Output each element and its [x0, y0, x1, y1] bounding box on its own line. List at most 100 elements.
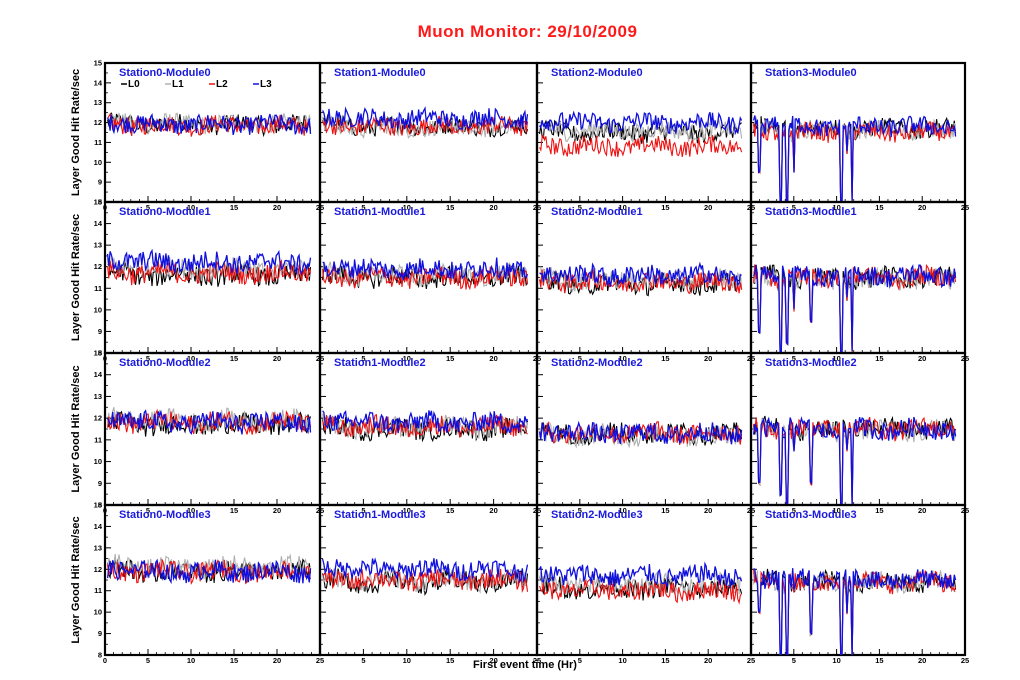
- x-tick-label: 15: [446, 656, 454, 665]
- series-line-l3: [321, 557, 529, 584]
- y-tick-label: 11: [94, 138, 102, 147]
- series-line-l2: [322, 266, 529, 291]
- y-tick-label: 11: [94, 586, 102, 595]
- y-tick-label: 8: [98, 349, 102, 358]
- x-tick-label: 15: [875, 203, 883, 212]
- y-tick-label: 11: [94, 284, 102, 293]
- y-tick-label: 13: [94, 98, 102, 107]
- y-tick-label: 14: [94, 370, 103, 379]
- x-tick-label: 25: [533, 656, 541, 665]
- x-tick-label: 10: [618, 656, 626, 665]
- legend-label-l1: L1: [172, 79, 184, 90]
- x-tick-label: 10: [403, 656, 411, 665]
- y-tick-label: 8: [98, 198, 102, 207]
- series-line-l3: [539, 261, 742, 287]
- x-tick-label: 20: [489, 354, 497, 363]
- x-tick-label: 25: [961, 656, 969, 665]
- y-axis-label: Layer Good Hit Rate/sec: [70, 214, 82, 341]
- panel-title: Station3-Module0: [765, 67, 857, 79]
- x-tick-label: 10: [832, 354, 840, 363]
- series-line-l0: [539, 270, 743, 297]
- y-axis-label: Layer Good Hit Rate/sec: [70, 365, 82, 492]
- legend: L0 L1 L2 L3: [121, 79, 272, 90]
- y-tick-label: 15: [94, 349, 102, 358]
- x-tick-label: 5: [578, 203, 582, 212]
- x-tick-label: 15: [661, 354, 669, 363]
- x-tick-label: 5: [792, 656, 796, 665]
- panel-station1-module3: 5 10 15 20 25 Station1-Module3: [318, 503, 541, 665]
- x-tick-label: 5: [361, 506, 365, 515]
- panel-title: Station2-Module3: [551, 509, 643, 521]
- panel-title: Station1-Module2: [334, 357, 426, 369]
- panel-title: Station0-Module3: [119, 509, 211, 521]
- x-tick-label: 20: [918, 656, 926, 665]
- y-tick-label: 9: [98, 178, 102, 187]
- x-tick-label: 15: [661, 506, 669, 515]
- panel-title: Station2-Module2: [551, 357, 643, 369]
- panel-station2-module3: 5 10 15 20 25 Station2-Module3: [535, 503, 755, 665]
- x-tick-label: 10: [187, 656, 195, 665]
- x-tick-label: 25: [316, 656, 324, 665]
- series-line-l1: [107, 553, 312, 580]
- x-tick-label: 5: [361, 354, 365, 363]
- y-tick-label: 13: [94, 543, 102, 552]
- x-tick-label: 15: [446, 506, 454, 515]
- y-tick-label: 14: [94, 219, 103, 228]
- x-tick-label: 10: [403, 354, 411, 363]
- x-tick-label: 10: [187, 203, 195, 212]
- x-tick-label: 15: [661, 203, 669, 212]
- y-tick-label: 12: [94, 414, 102, 423]
- series-line-l3: [322, 106, 529, 131]
- x-axis-label: First event time (Hr): [473, 659, 577, 671]
- panel-station0-module3: 0 5 10 15 20 25 8 9 10 11 12 13 14 15 Station0-Module3: [94, 501, 325, 666]
- y-tick-label: 9: [98, 629, 102, 638]
- y-tick-label: 8: [98, 501, 102, 510]
- panel-station3-module3: 5 10 15 20 25 Station3-Module3: [749, 503, 969, 665]
- x-tick-label: 20: [704, 203, 712, 212]
- y-tick-label: 14: [94, 522, 103, 531]
- series-line-l0: [539, 119, 742, 144]
- x-tick-label: 10: [832, 506, 840, 515]
- series-line-l2: [539, 267, 743, 295]
- x-tick-label: 10: [832, 203, 840, 212]
- y-axis-label: Layer Good Hit Rate/sec: [70, 69, 82, 196]
- series-line-l2: [539, 577, 743, 605]
- x-tick-label: 20: [918, 354, 926, 363]
- x-tick-label: 5: [578, 656, 582, 665]
- x-tick-label: 5: [578, 354, 582, 363]
- x-tick-label: 15: [446, 203, 454, 212]
- x-tick-label: 20: [273, 203, 281, 212]
- y-tick-label: 12: [94, 262, 102, 271]
- x-tick-label: 10: [403, 506, 411, 515]
- x-tick-label: 5: [578, 506, 582, 515]
- x-tick-label: 10: [187, 354, 195, 363]
- y-tick-label: 13: [94, 392, 102, 401]
- series-line-l3: [538, 420, 743, 445]
- panel-frame: [103, 503, 322, 657]
- x-tick-label: 15: [875, 354, 883, 363]
- x-tick-label: 20: [273, 506, 281, 515]
- y-tick-label: 12: [94, 565, 102, 574]
- chart-title: Muon Monitor: 29/10/2009: [417, 22, 638, 41]
- y-tick-label: 10: [94, 158, 102, 167]
- series-line-l3: [538, 561, 743, 589]
- series-line-l2: [322, 115, 529, 136]
- y-tick-label: 14: [94, 78, 103, 87]
- x-tick-label: 20: [918, 506, 926, 515]
- y-tick-label: 8: [98, 651, 102, 660]
- panel-frame: [535, 351, 753, 507]
- y-tick-label: 11: [94, 435, 102, 444]
- y-tick-label: 15: [94, 198, 102, 207]
- x-tick-label: 10: [403, 203, 411, 212]
- panel-title: Station3-Module2: [765, 357, 857, 369]
- x-tick-label: 5: [792, 203, 796, 212]
- panel-title: Station1-Module3: [334, 509, 426, 521]
- x-tick-label: 15: [230, 354, 238, 363]
